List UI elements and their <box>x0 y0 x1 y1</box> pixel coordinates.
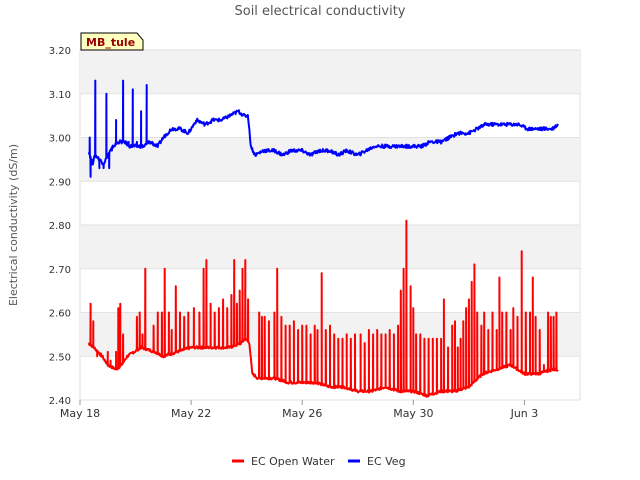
plot-area <box>79 49 581 401</box>
site-label-text: MB_tule <box>86 36 135 49</box>
grid-band <box>80 225 580 269</box>
y-tick-label: 2.40 <box>49 396 71 407</box>
series-line-ec-open-water <box>87 219 559 398</box>
site-label-tag: MB_tule <box>80 32 144 51</box>
x-tick-label: May 30 <box>393 407 433 420</box>
series-line-ec-veg <box>87 79 559 178</box>
legend: EC Open Water EC Veg <box>232 455 406 468</box>
x-axis: May 18 May 22 May 26 May 30 Jun 3 <box>60 400 538 420</box>
y-tick-label: 2.60 <box>49 309 71 320</box>
y-axis: 2.40 2.50 2.60 2.70 2.80 2.90 3.00 3.10 3.20 <box>49 46 71 407</box>
x-tick-label: May 18 <box>60 407 100 420</box>
y-tick-label: 3.10 <box>49 90 71 101</box>
legend-label: EC Open Water <box>251 455 335 468</box>
y-tick-label: 2.80 <box>49 221 71 232</box>
x-tick-label: Jun 3 <box>510 407 539 420</box>
y-tick-label: 2.50 <box>49 352 71 363</box>
y-axis-label: Electrical conductivity (dS/m) <box>7 144 20 306</box>
y-tick-label: 2.70 <box>49 265 71 276</box>
grid-band <box>80 50 580 94</box>
x-tick-label: May 22 <box>171 407 211 420</box>
grid-band <box>80 137 580 182</box>
x-tick-label: May 26 <box>282 407 322 420</box>
y-tick-label: 3.00 <box>49 134 71 145</box>
grid-bands <box>80 50 580 357</box>
chart-title: Soil electrical conductivity <box>234 4 405 19</box>
series-layer <box>87 79 559 398</box>
legend-label: EC Veg <box>367 455 406 468</box>
y-tick-label: 2.90 <box>49 177 71 188</box>
y-tick-label: 3.20 <box>49 46 71 57</box>
